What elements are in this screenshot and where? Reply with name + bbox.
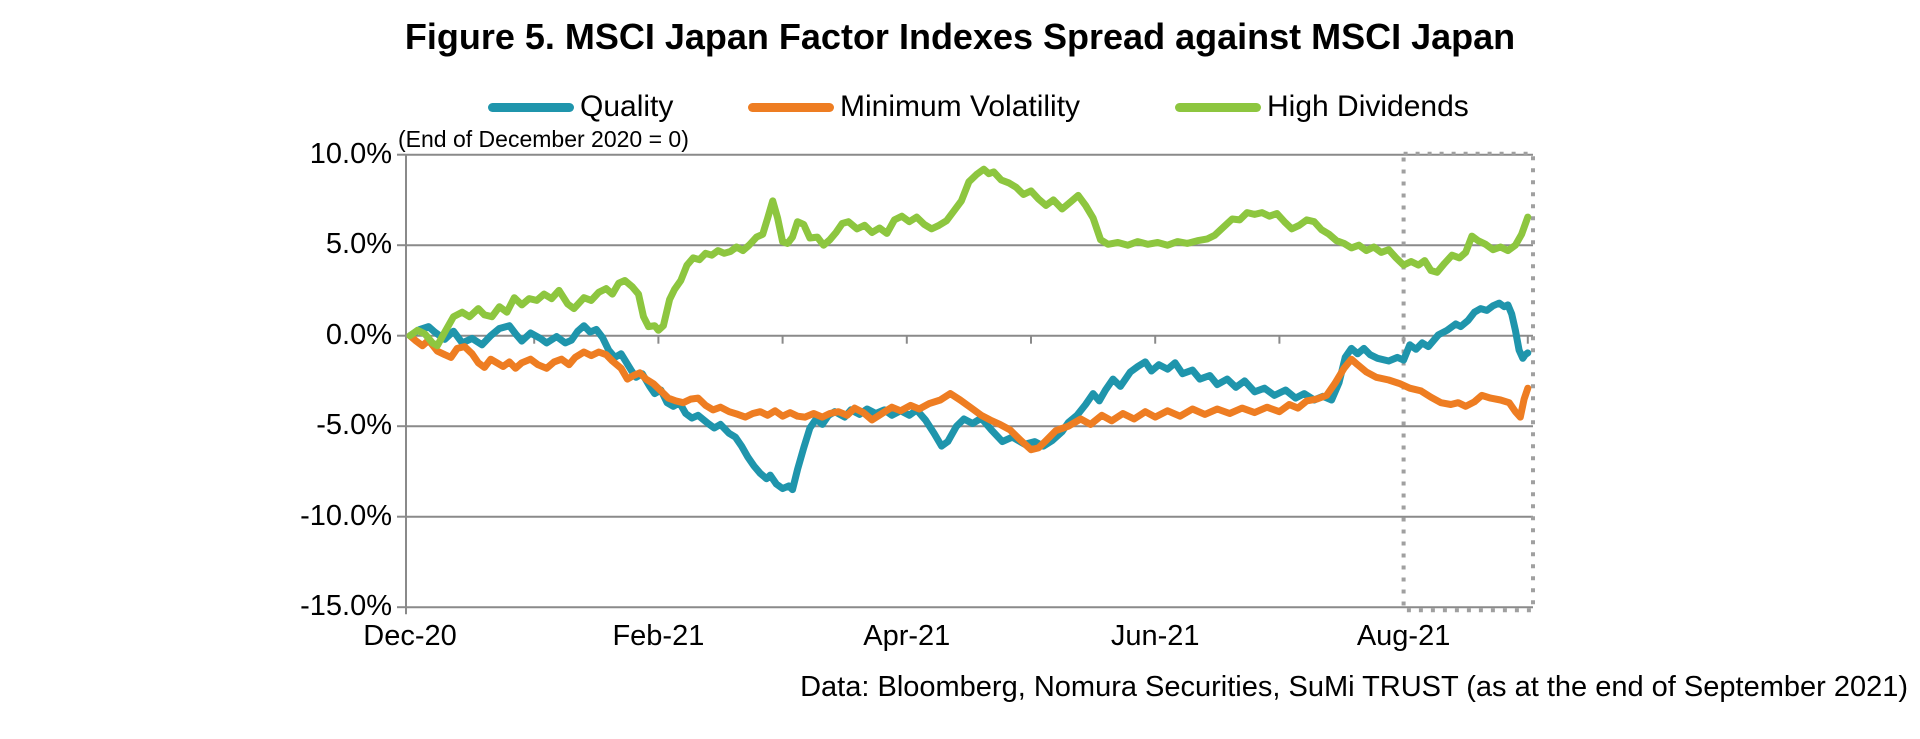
y-tick-label: 5.0% (325, 228, 392, 261)
series-line-high-dividends (406, 165, 1532, 350)
series-line-minimum-volatility (406, 332, 1532, 454)
x-tick-label: Feb-21 (612, 620, 705, 652)
x-tick-label: Apr-21 (863, 620, 951, 652)
chart-title: Figure 5. MSCI Japan Factor Indexes Spre… (404, 16, 1516, 57)
legend-item-quality: Quality (488, 90, 673, 124)
y-tick-label: -15.0% (300, 590, 392, 623)
legend-label-minimum-volatility: Minimum Volatility (840, 90, 1081, 123)
highlight-box (1401, 151, 1535, 613)
source-note: Data: Bloomberg, Nomura Securities, SuMi… (800, 671, 1908, 703)
x-tick-label: Jun-21 (1110, 620, 1200, 652)
x-tick-label: Aug-21 (1356, 620, 1451, 652)
quality-line-swatch (488, 102, 574, 112)
y-tick-label: -10.0% (300, 499, 392, 532)
y-tick-label: -5.0% (316, 409, 392, 442)
y-tick-label: 10.0% (309, 137, 392, 170)
legend-label-high-dividends: High Dividends (1267, 90, 1469, 123)
minimum-volatility-line-swatch (748, 102, 834, 112)
baseline-note: (End of December 2020 = 0) (398, 126, 689, 152)
legend-item-high-dividends: High Dividends (1175, 90, 1469, 124)
y-tick-label: 0.0% (325, 318, 392, 351)
legend-item-minimum-volatility: Minimum Volatility (748, 90, 1080, 124)
series-line-quality (406, 299, 1532, 494)
x-tick-label: Dec-20 (363, 620, 457, 652)
high-dividends-line-swatch (1175, 102, 1261, 112)
legend-label-quality: Quality (580, 90, 674, 123)
